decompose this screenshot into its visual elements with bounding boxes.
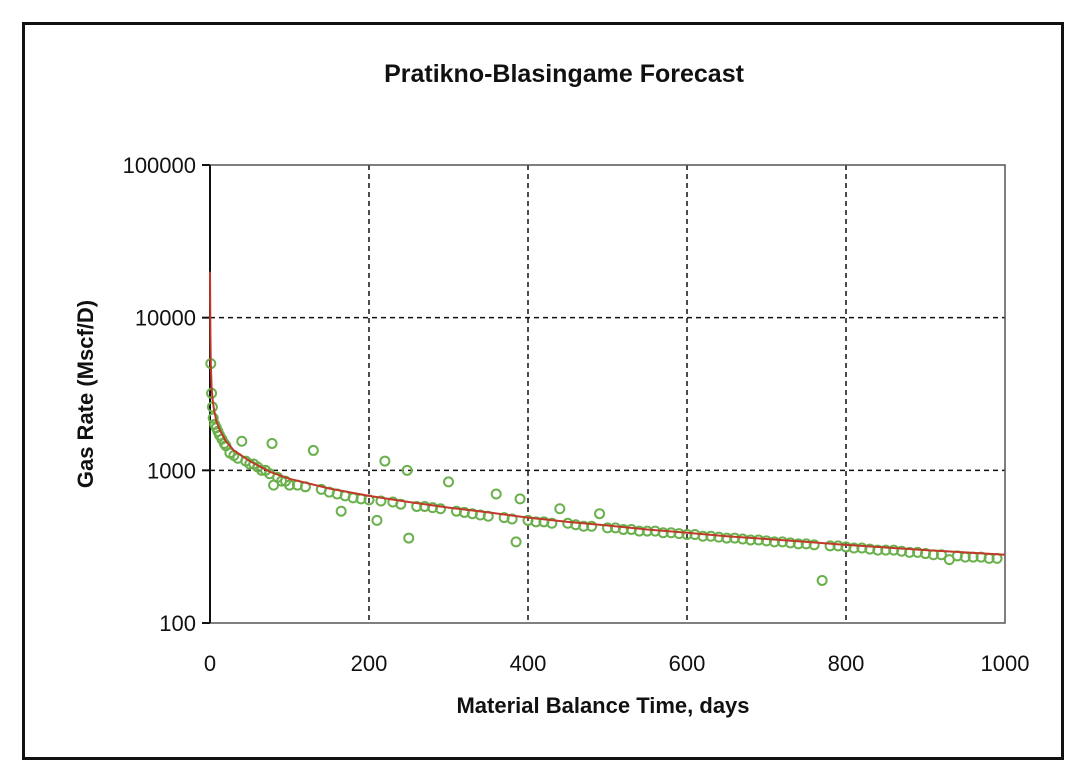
data-point: [808, 539, 820, 551]
y-tick-label: 100: [159, 611, 196, 636]
data-point: [401, 464, 413, 476]
data-point: [657, 527, 669, 539]
data-point: [745, 534, 757, 546]
x-axis-label: Material Balance Time, days: [456, 693, 749, 718]
observed-points: [205, 358, 1003, 586]
data-point: [546, 517, 558, 529]
data-point: [375, 495, 387, 507]
x-tick-label: 1000: [981, 651, 1030, 676]
data-point: [510, 536, 522, 548]
data-point: [207, 412, 219, 424]
data-point: [633, 525, 645, 537]
data-point: [681, 528, 693, 540]
x-tick-label: 0: [204, 651, 216, 676]
x-tick-label: 400: [510, 651, 547, 676]
data-point: [530, 516, 542, 528]
data-point: [395, 498, 407, 510]
grid-lines: [210, 165, 1005, 623]
data-point: [872, 544, 884, 556]
forecast-line: [209, 271, 1006, 556]
data-point: [335, 505, 347, 517]
chart-frame: [22, 22, 1064, 760]
data-point: [602, 522, 613, 534]
data-point: [403, 532, 415, 544]
data-point: [506, 513, 518, 525]
data-point: [490, 488, 502, 500]
data-point: [554, 503, 566, 515]
x-tick-label: 200: [351, 651, 388, 676]
data-point: [307, 444, 319, 456]
data-point: [816, 574, 828, 586]
y-tick-label: 100000: [123, 153, 196, 178]
data-point: [697, 530, 709, 542]
y-tick-label: 1000: [147, 458, 196, 483]
y-axis-label: Gas Rate (Mscf/D): [73, 300, 98, 488]
data-point: [443, 476, 454, 488]
data-point: [641, 525, 653, 537]
data-point: [435, 503, 447, 515]
data-point: [880, 544, 892, 556]
data-point: [284, 479, 295, 491]
x-tick-label: 800: [828, 651, 865, 676]
data-point: [792, 538, 804, 550]
data-point: [594, 508, 606, 520]
data-point: [586, 520, 598, 532]
data-point: [768, 536, 780, 548]
data-point: [411, 500, 423, 512]
data-point: [379, 455, 391, 467]
data-point: [236, 435, 248, 447]
data-point: [371, 514, 383, 526]
data-point: [721, 532, 733, 544]
data-point: [578, 520, 590, 532]
data-point: [824, 540, 836, 552]
x-axis-ticks: 0 200 400 600 800 1000: [204, 651, 1030, 676]
data-point: [848, 542, 860, 554]
chart-title: Pratikno-Blasingame Forecast: [384, 60, 745, 88]
data-point: [617, 523, 629, 535]
y-axis-ticks: 100 1000 10000 100000: [123, 153, 210, 636]
y-tick-label: 10000: [135, 306, 196, 331]
x-tick-label: 600: [669, 651, 706, 676]
data-point: [904, 546, 916, 558]
data-point: [266, 437, 278, 449]
data-point: [514, 493, 526, 505]
